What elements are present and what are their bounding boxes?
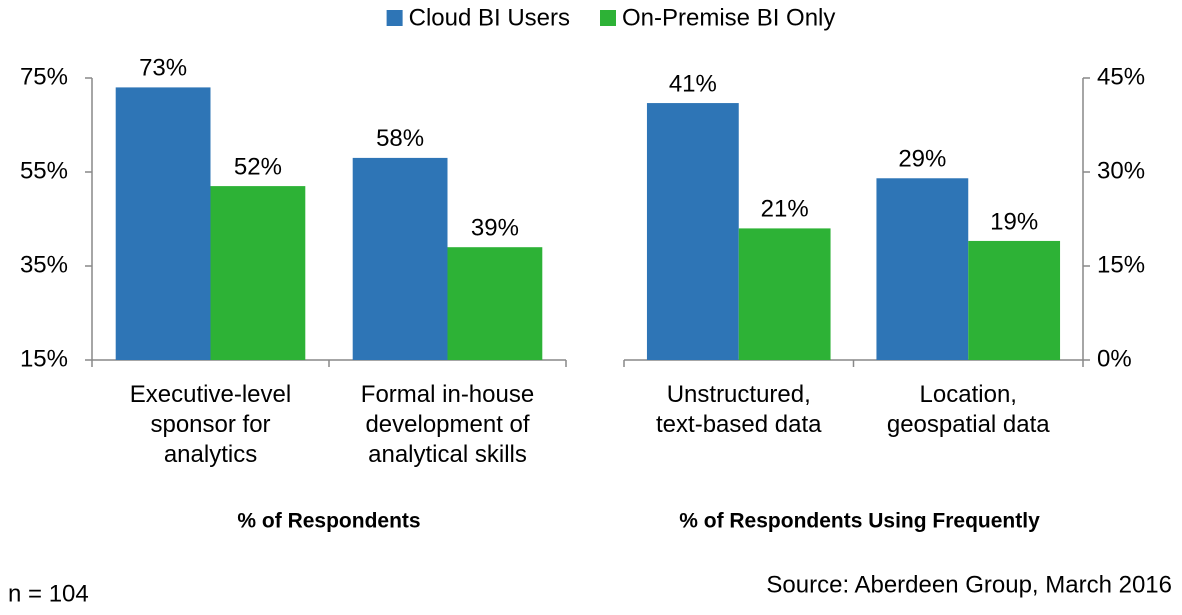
value-label: 73% — [139, 55, 187, 82]
x-tick-label: Unstructured, text-based data — [656, 381, 822, 438]
legend-label: On-Premise BI Only — [622, 4, 835, 31]
legend-swatch — [386, 10, 403, 26]
value-label: 19% — [990, 208, 1038, 235]
bar — [876, 178, 969, 360]
x-axis-title: % of Respondents — [237, 510, 420, 533]
value-label: 52% — [234, 153, 282, 180]
legend-swatch — [600, 10, 616, 26]
x-tick-label: Executive-level sponsor for analytics — [129, 381, 292, 468]
source-note: Source: Aberdeen Group, March 2016 — [766, 571, 1172, 598]
bar — [447, 247, 543, 360]
y-tick-label: 15% — [20, 345, 68, 372]
y-tick-label: 45% — [1097, 63, 1145, 90]
value-label: 58% — [376, 125, 424, 152]
legend-label: Cloud BI Users — [409, 4, 570, 31]
y-tick-label: 15% — [1097, 251, 1145, 278]
bar — [646, 103, 739, 361]
y-tick-label: 75% — [20, 63, 68, 90]
bar — [115, 87, 211, 361]
value-label: 21% — [761, 196, 809, 223]
y-tick-label: 55% — [20, 157, 68, 184]
y-tick-label: 0% — [1097, 345, 1132, 372]
bar — [968, 240, 1061, 360]
x-tick-label: Formal in-house development of analytica… — [360, 381, 535, 468]
sample-note: n = 104 — [8, 580, 89, 607]
value-label: 39% — [471, 215, 519, 242]
x-tick-label: Location, geospatial data — [886, 381, 1050, 438]
bar — [352, 157, 448, 360]
y-tick-label: 35% — [20, 251, 68, 278]
x-axis-title: % of Respondents Using Frequently — [679, 510, 1040, 533]
value-label: 41% — [669, 70, 717, 97]
bar — [210, 186, 306, 360]
value-label: 29% — [898, 146, 946, 173]
bar — [738, 228, 831, 360]
y-tick-label: 30% — [1097, 157, 1145, 184]
